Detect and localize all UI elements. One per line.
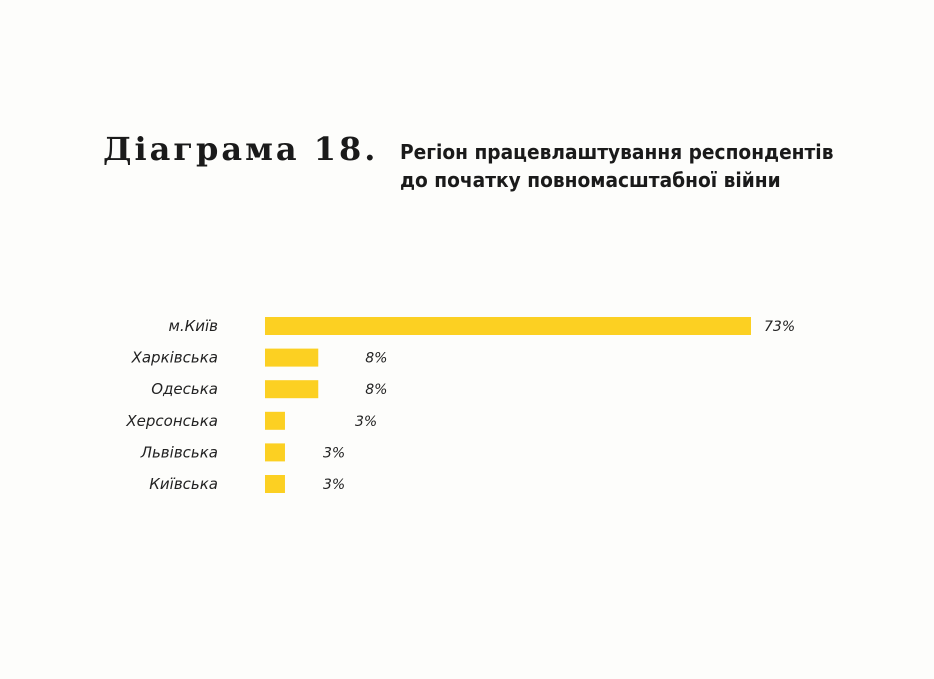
bar bbox=[265, 443, 285, 462]
chart-title-line-1: Регіон працевлаштування респондентів bbox=[400, 140, 834, 164]
category-label: Київська bbox=[149, 475, 218, 493]
category-label: м.Київ bbox=[169, 317, 219, 335]
value-label: 73% bbox=[764, 319, 795, 335]
value-label: 8% bbox=[365, 351, 387, 367]
value-label: 3% bbox=[323, 445, 345, 461]
chart-title: Регіон працевлаштування респондентів до … bbox=[400, 138, 833, 194]
value-label: 3% bbox=[355, 414, 377, 430]
bar bbox=[265, 380, 319, 399]
value-label: 8% bbox=[365, 382, 387, 398]
category-label: Харківська bbox=[131, 349, 218, 367]
chart-heading: Діаграма 18. Регіон працевлаштування рес… bbox=[103, 131, 867, 194]
bar bbox=[265, 475, 285, 493]
category-label: Львівська bbox=[140, 443, 218, 461]
value-label: 3% bbox=[323, 477, 345, 493]
bar bbox=[265, 317, 751, 335]
category-label: Херсонська bbox=[125, 412, 218, 430]
bar bbox=[265, 348, 319, 367]
diagram-number: Діаграма 18. bbox=[103, 130, 379, 168]
bar bbox=[265, 411, 285, 430]
chart-title-line-2: до початку повномасштабної війни bbox=[400, 168, 782, 192]
category-label: Одеська bbox=[151, 380, 218, 398]
